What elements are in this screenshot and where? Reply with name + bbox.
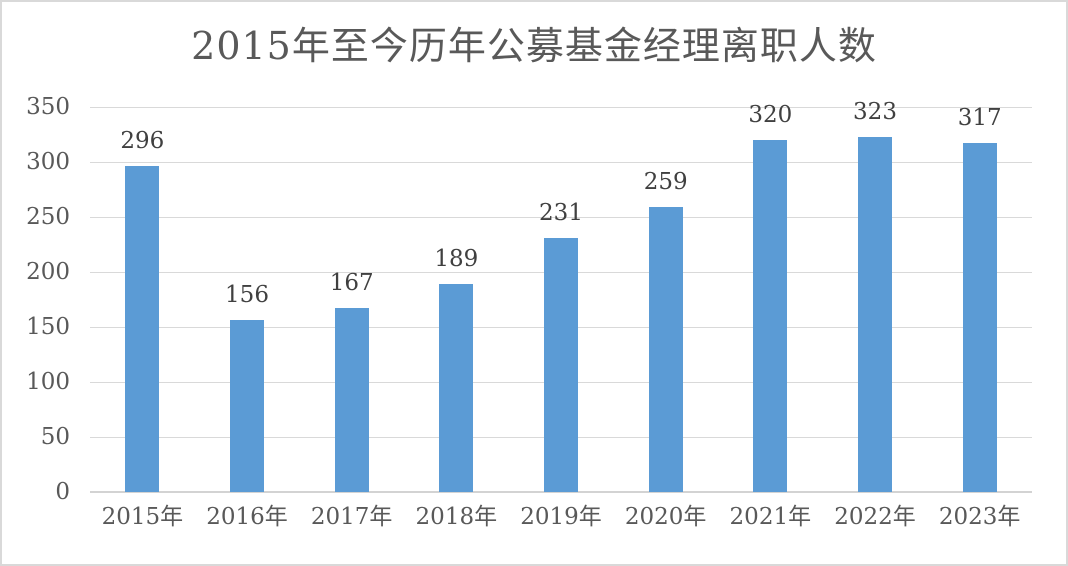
- bar-value-label: 156: [225, 282, 269, 309]
- gridline: [90, 107, 1032, 108]
- y-axis-tick-label: 200: [26, 259, 70, 285]
- y-axis: 0 50 100 150 200 250 300 350: [2, 95, 70, 504]
- bar: [230, 320, 264, 492]
- bar-value-label: 323: [853, 98, 897, 125]
- bar-value-label: 317: [957, 105, 1002, 132]
- x-axis-tick-label: 2018年: [415, 504, 498, 530]
- bar-value-label: 189: [434, 246, 479, 273]
- x-axis-tick-label: 2017年: [310, 504, 393, 530]
- y-axis-tick-label: 300: [26, 149, 70, 175]
- bar: [125, 166, 160, 492]
- chart-title: 2015年至今历年公募基金经理离职人数: [191, 24, 877, 68]
- y-axis-tick-label: 0: [55, 479, 70, 505]
- bar: [334, 308, 369, 492]
- bar-value-label: 231: [539, 199, 583, 226]
- bar: [439, 284, 474, 492]
- x-axis-line: [90, 491, 1032, 493]
- x-axis: 2015年 2016年 2017年 2018年 2019年 2020年 2021年 2022年…: [90, 502, 1032, 536]
- bar: [648, 207, 683, 492]
- x-axis-tick-label: 2016年: [206, 504, 288, 530]
- bar-value-label: 167: [329, 270, 374, 297]
- bar: [962, 143, 997, 492]
- bar: [544, 237, 578, 492]
- bar-value-label: 320: [748, 102, 793, 128]
- x-axis-tick-label: 2021年: [729, 504, 812, 530]
- gridline: [90, 162, 1032, 163]
- y-axis-tick-label: 100: [26, 369, 70, 395]
- x-axis-tick-label: 2015年: [101, 504, 184, 530]
- bar: [858, 136, 892, 492]
- y-axis-tick-label: 50: [40, 424, 70, 450]
- bar-value-label: 259: [643, 169, 688, 196]
- gridline: [90, 217, 1032, 218]
- x-axis-tick-label: 2020年: [624, 504, 707, 530]
- x-axis-tick-label: 2019年: [520, 504, 602, 530]
- x-axis-tick-label: 2023年: [938, 504, 1021, 530]
- y-axis-tick-label: 350: [26, 94, 70, 120]
- plot-area: 296 156 167 189 231 259 320 323 317: [90, 100, 1032, 493]
- y-axis-tick-label: 250: [26, 204, 70, 230]
- bar-value-label: 296: [120, 128, 165, 155]
- bar: [753, 140, 788, 492]
- y-axis-tick-label: 150: [26, 314, 70, 340]
- x-axis-tick-label: 2022年: [834, 504, 916, 530]
